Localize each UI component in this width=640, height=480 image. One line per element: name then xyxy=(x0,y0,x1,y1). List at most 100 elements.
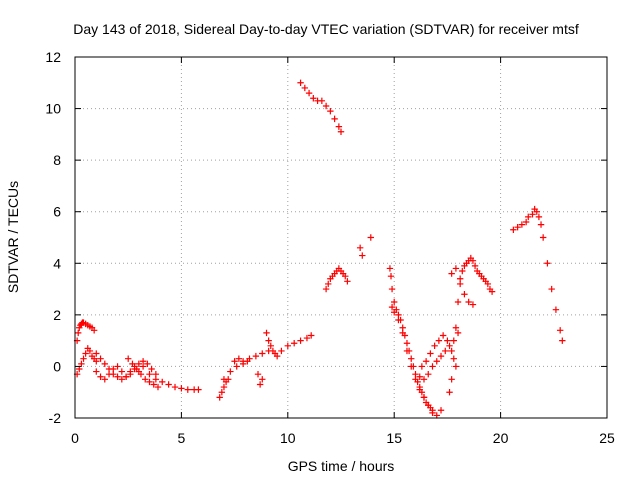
series-seg18 xyxy=(418,332,460,370)
data-point xyxy=(399,329,406,337)
data-point xyxy=(556,327,564,334)
data-points xyxy=(73,79,566,419)
data-point xyxy=(529,211,536,218)
series-seg2 xyxy=(73,345,100,378)
data-point xyxy=(101,360,108,368)
data-point xyxy=(148,365,155,373)
data-point xyxy=(78,360,85,368)
data-point xyxy=(97,355,104,362)
x-tick-label: 10 xyxy=(280,430,296,446)
data-point xyxy=(391,298,398,306)
data-point xyxy=(559,337,566,344)
data-point xyxy=(450,355,457,362)
data-point xyxy=(239,360,247,368)
x-tick-label: 25 xyxy=(599,430,615,446)
data-point xyxy=(195,386,202,393)
data-point xyxy=(484,280,492,288)
data-point xyxy=(127,370,134,378)
data-point xyxy=(93,358,100,365)
data-point xyxy=(342,272,349,280)
data-point xyxy=(118,368,126,375)
data-point xyxy=(308,332,315,339)
data-point xyxy=(137,370,145,378)
data-point xyxy=(356,244,364,252)
data-point xyxy=(86,347,94,355)
series-seg7 xyxy=(216,376,232,401)
data-point xyxy=(165,381,172,388)
y-tick-label: 0 xyxy=(53,358,61,374)
y-tick-label: 8 xyxy=(53,152,61,168)
data-point xyxy=(403,340,411,347)
data-point xyxy=(387,272,395,280)
data-point xyxy=(437,352,445,360)
y-tick-label: 12 xyxy=(45,49,61,65)
series-seg13 xyxy=(322,265,351,293)
data-point xyxy=(93,368,100,375)
data-point xyxy=(105,370,113,378)
data-point xyxy=(522,218,530,226)
data-point xyxy=(488,288,496,295)
data-point xyxy=(416,386,423,393)
data-point xyxy=(263,329,270,337)
data-point xyxy=(150,381,157,388)
data-point xyxy=(454,329,462,337)
data-point xyxy=(335,123,343,130)
plot-frame xyxy=(74,56,608,419)
data-point xyxy=(142,376,149,383)
data-point xyxy=(227,368,234,375)
data-point xyxy=(331,115,338,123)
data-point xyxy=(97,373,104,380)
data-point xyxy=(539,234,547,241)
data-point xyxy=(469,301,477,308)
data-point xyxy=(322,285,330,293)
data-point xyxy=(418,363,426,370)
data-point xyxy=(469,257,477,264)
series-seg19 xyxy=(446,254,496,396)
data-point xyxy=(154,383,162,391)
data-point xyxy=(269,347,277,355)
data-point xyxy=(433,358,440,365)
data-point xyxy=(93,350,100,357)
data-point xyxy=(471,262,479,270)
data-point xyxy=(450,337,457,344)
y-tick-label: 4 xyxy=(53,255,61,271)
data-point xyxy=(297,337,304,344)
data-point xyxy=(152,376,160,383)
x-axis-label: GPS time / hours xyxy=(288,458,395,474)
data-point xyxy=(265,337,272,344)
y-tick-label: 2 xyxy=(53,307,61,323)
y-tick-label: 10 xyxy=(45,101,61,117)
data-point xyxy=(552,306,560,313)
data-point xyxy=(412,376,419,383)
data-point xyxy=(129,360,136,368)
series-seg11 xyxy=(263,329,281,360)
data-point xyxy=(80,355,87,362)
data-point xyxy=(290,340,298,347)
data-point xyxy=(256,381,264,388)
data-point xyxy=(220,383,228,391)
data-point xyxy=(422,358,430,365)
data-point xyxy=(391,309,398,316)
data-point xyxy=(427,350,434,357)
x-tick-label: 0 xyxy=(71,430,79,446)
series-seg14 xyxy=(356,234,374,259)
data-point xyxy=(74,329,82,337)
data-point xyxy=(548,285,555,293)
data-point xyxy=(231,358,238,365)
data-point xyxy=(420,376,428,383)
data-point xyxy=(278,347,285,355)
series-seg17 xyxy=(416,329,462,383)
y-tick-label: 6 xyxy=(53,204,61,220)
data-point xyxy=(444,337,451,344)
series-seg10 xyxy=(254,370,266,388)
x-tick-label: 20 xyxy=(493,430,509,446)
data-point xyxy=(437,407,445,414)
data-point xyxy=(171,383,179,391)
data-point xyxy=(233,363,240,370)
data-point xyxy=(327,107,334,115)
data-point xyxy=(446,389,453,396)
series-seg8 xyxy=(220,332,315,383)
data-point xyxy=(367,234,374,241)
data-point xyxy=(235,355,243,362)
